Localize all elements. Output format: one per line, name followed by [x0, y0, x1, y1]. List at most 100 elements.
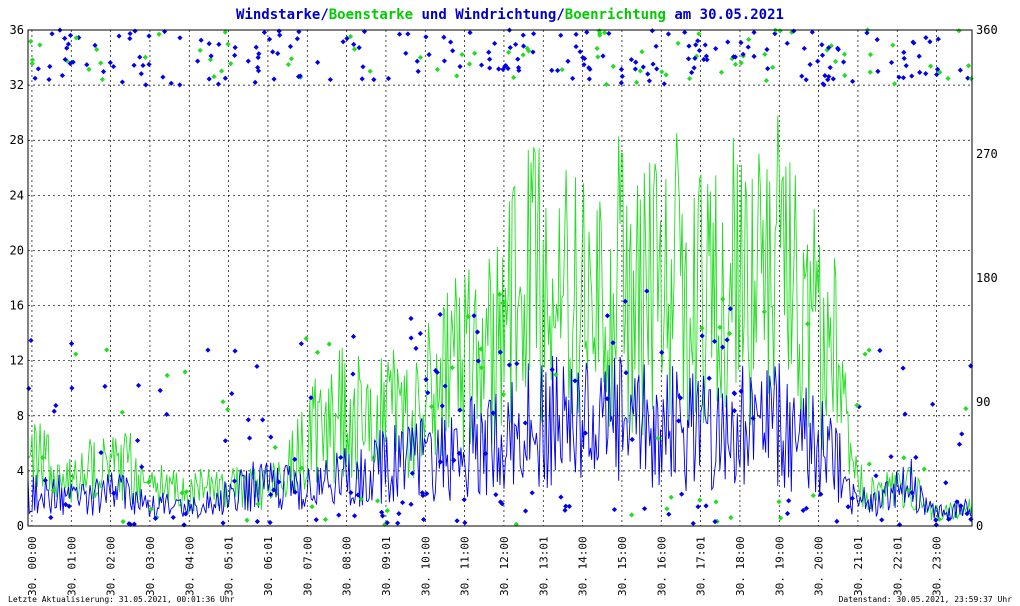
direction-point [800, 507, 806, 514]
direction-point [288, 56, 294, 62]
direction-point [419, 490, 425, 496]
direction-point [206, 76, 212, 82]
direction-point [763, 77, 770, 84]
direction-point [462, 520, 468, 526]
direction-point [927, 39, 933, 45]
title-part: Windstarke [236, 7, 320, 23]
direction-point [487, 56, 493, 62]
direction-point [777, 28, 783, 34]
direction-point [408, 501, 414, 507]
x-tick-label: 30. 03:00 [144, 536, 157, 596]
direction-point [497, 349, 503, 355]
direction-point [566, 503, 572, 509]
direction-point [553, 372, 559, 378]
direction-point [751, 29, 757, 35]
direction-point [170, 514, 176, 521]
direction-point [712, 519, 718, 525]
direction-point [62, 35, 68, 41]
direction-point [483, 450, 489, 457]
direction-point [287, 43, 294, 50]
direction-point [276, 479, 282, 485]
direction-point [968, 516, 974, 522]
direction-point [649, 28, 655, 34]
direction-point [862, 351, 868, 357]
direction-point [433, 367, 439, 374]
direction-point [610, 340, 616, 346]
direction-point [675, 40, 681, 46]
right-tick-label: 90 [976, 395, 990, 409]
direction-point [917, 69, 923, 75]
direction-point [644, 288, 650, 294]
direction-point [965, 63, 972, 69]
direction-point [503, 63, 509, 69]
x-tick-label: 30. 10:00 [419, 536, 432, 596]
direction-point [634, 79, 640, 85]
direction-point [374, 498, 381, 504]
direction-point [142, 54, 148, 60]
direction-point [127, 35, 133, 42]
direction-point [253, 44, 259, 50]
footer-right: Datenstand: 30.05.2021, 23:59:37 Uhr [839, 595, 1013, 604]
direction-point [864, 30, 870, 36]
direction-point [220, 520, 226, 526]
direction-point [246, 435, 253, 441]
direction-point [664, 506, 670, 512]
direction-point [48, 514, 54, 521]
direction-point [946, 516, 952, 522]
direction-point [309, 504, 315, 510]
direction-point [456, 450, 462, 456]
direction-point [73, 35, 79, 41]
direction-point [854, 402, 860, 408]
direction-point [692, 55, 698, 61]
direction-point [384, 520, 390, 526]
direction-point [225, 406, 231, 413]
direction-point [611, 506, 618, 513]
direction-point [901, 49, 907, 55]
direction-point [347, 33, 354, 40]
direction-point [466, 61, 473, 67]
direction-point [554, 67, 561, 74]
title-part: Boenstarke [329, 7, 413, 23]
direction-point [513, 521, 519, 527]
direction-point [956, 28, 962, 34]
direction-point [849, 495, 855, 501]
direction-point [266, 36, 273, 42]
direction-point [661, 81, 667, 87]
direction-point [738, 60, 744, 66]
direction-point [786, 498, 792, 504]
left-tick-label: 4 [17, 464, 24, 478]
direction-point [821, 82, 827, 88]
direction-point [892, 81, 898, 87]
direction-point [424, 491, 430, 497]
direction-point [693, 53, 700, 59]
direction-point [417, 54, 424, 61]
direction-point [570, 75, 576, 82]
direction-point [725, 39, 731, 45]
direction-point [815, 58, 821, 64]
direction-point [629, 512, 635, 518]
direction-point [434, 369, 440, 375]
direction-point [943, 480, 949, 486]
direction-point [877, 347, 883, 354]
direction-point [923, 71, 929, 77]
direction-point [711, 338, 718, 344]
direction-point [896, 522, 903, 528]
direction-point [467, 30, 473, 36]
direction-point [628, 56, 634, 63]
direction-point [606, 30, 612, 37]
direction-point [654, 66, 660, 72]
direction-point [586, 65, 592, 71]
direction-point [582, 430, 588, 436]
direction-point [835, 46, 841, 53]
direction-point [896, 74, 902, 80]
direction-point [826, 45, 832, 51]
direction-point [255, 64, 261, 71]
direction-point [930, 401, 936, 407]
direction-point [344, 35, 350, 42]
x-tick-label: 30. 22:01 [891, 536, 904, 596]
direction-point [146, 33, 152, 39]
direction-point [47, 63, 53, 70]
direction-point [351, 513, 358, 519]
